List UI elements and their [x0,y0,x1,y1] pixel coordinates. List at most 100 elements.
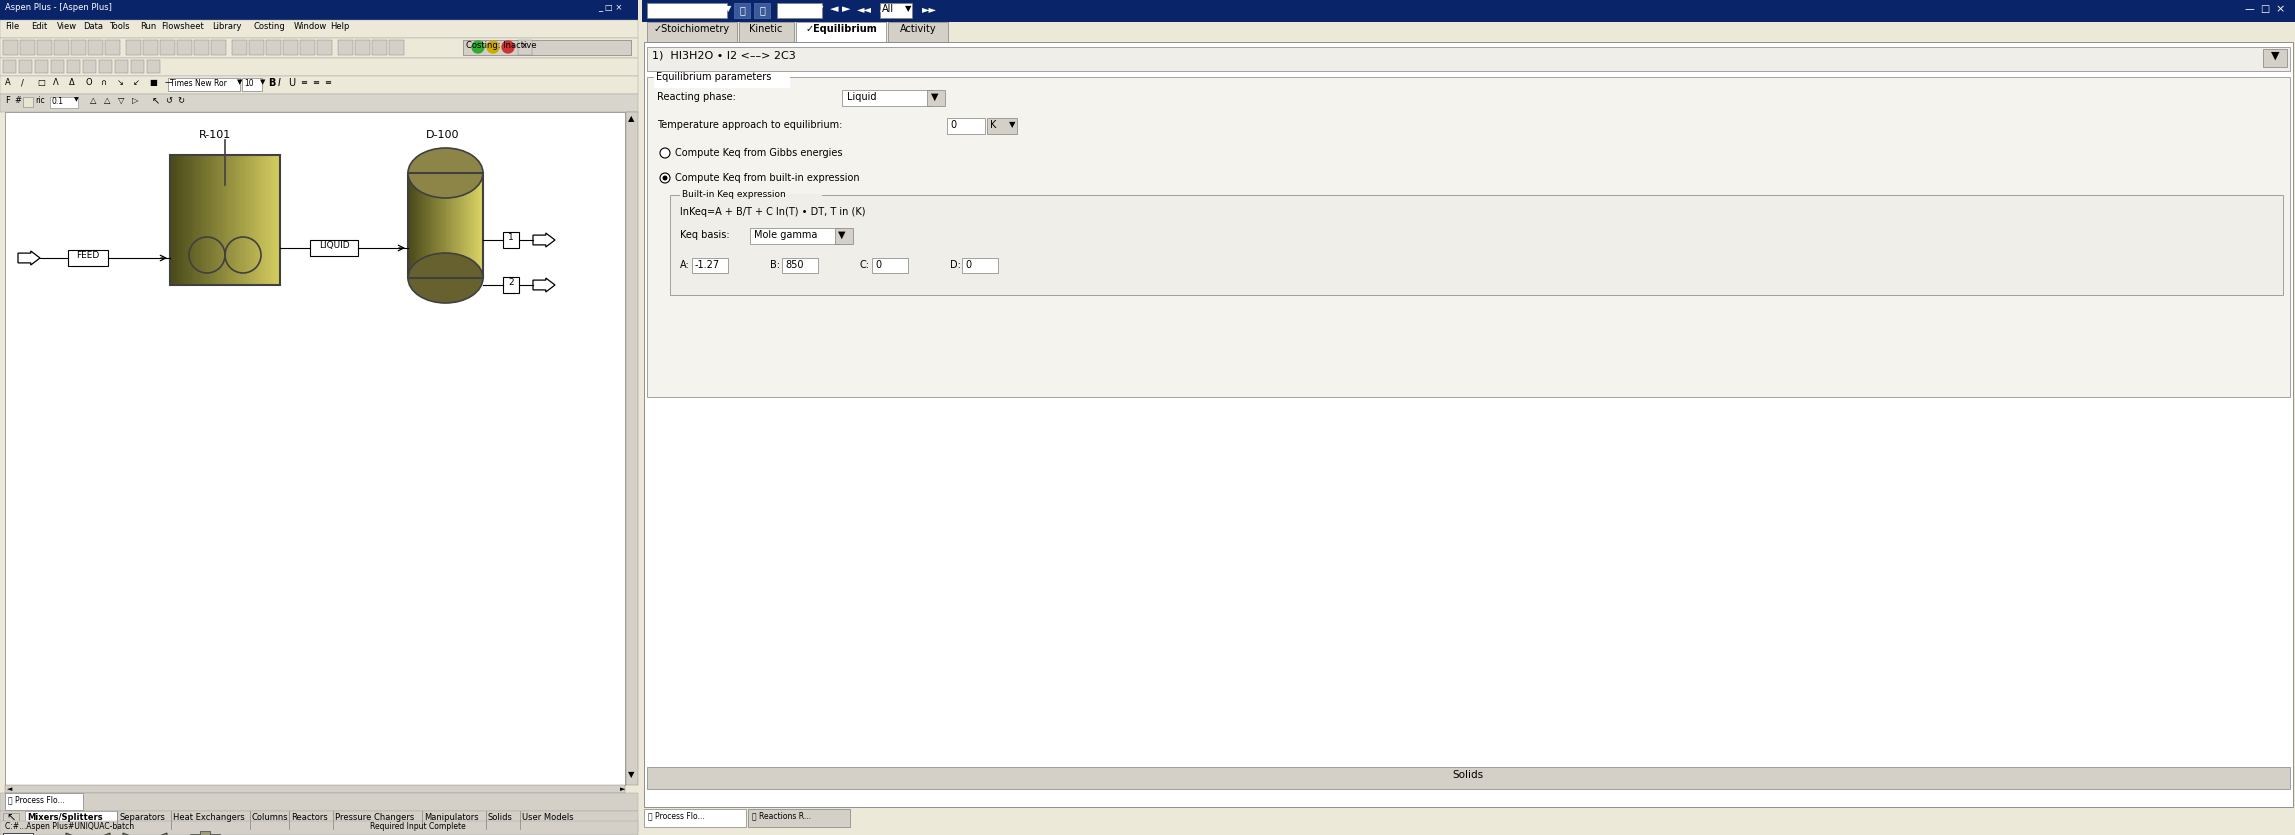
Text: 0: 0 [964,260,971,270]
Text: Costing: Costing [252,22,285,31]
Text: _ □ ×: _ □ × [599,3,622,12]
Text: 1: 1 [507,233,514,242]
Bar [202,155,207,285]
Text: ∩: ∩ [101,78,108,87]
Bar [503,277,519,293]
Text: ▼: ▼ [236,79,243,85]
Bar [464,40,631,55]
Text: Tools: Tools [108,22,129,31]
Text: Activity: Activity [900,24,936,34]
Bar [310,240,358,256]
Bar [213,155,216,285]
Text: 0: 0 [950,120,957,130]
Bar [643,0,2295,835]
Text: ◄◄: ◄◄ [856,4,872,14]
Text: ×: × [521,41,528,50]
Text: Library: Library [211,22,241,31]
Text: Separators: Separators [119,813,165,822]
Bar [796,22,886,42]
Bar [232,155,234,285]
Text: Equilibrium parameters: Equilibrium parameters [656,72,771,82]
Bar [34,60,48,73]
Text: Window: Window [294,22,328,31]
Circle shape [503,41,514,53]
Bar [236,155,239,285]
Text: △: △ [103,96,110,105]
Text: Kinetic: Kinetic [748,24,783,34]
Bar [627,112,638,785]
Bar [388,40,404,55]
Bar [739,22,794,42]
Text: ✓Equilibrium: ✓Equilibrium [806,24,877,34]
Bar [5,785,624,793]
Text: Heat Exchangers: Heat Exchangers [172,813,246,822]
Text: 💾: 💾 [739,5,746,15]
Text: ▼: ▼ [838,230,845,240]
Bar [177,155,179,285]
Text: Edit: Edit [32,22,48,31]
Ellipse shape [409,148,482,198]
Text: □: □ [2261,4,2270,14]
Bar [172,155,174,285]
Bar [2,40,18,55]
Bar [255,155,259,285]
Ellipse shape [409,253,482,303]
Bar [0,831,638,835]
Text: ↙: ↙ [133,78,140,87]
Bar [243,155,246,285]
Text: ↖: ↖ [7,814,16,824]
Bar [948,118,985,134]
Bar [195,40,209,55]
Bar [755,3,771,18]
Bar [241,78,262,91]
Text: ↺: ↺ [165,96,172,105]
Bar [23,97,32,107]
Bar [190,834,220,835]
Bar [207,155,211,285]
Text: ▼: ▼ [725,4,732,13]
Text: ric: ric [34,96,44,105]
Bar [962,258,998,273]
Bar [734,3,750,18]
Text: ◄: ◄ [7,786,11,792]
Text: B: B [269,78,275,88]
Bar [170,155,280,285]
Text: Mole gamma: Mole gamma [755,230,817,240]
Bar [106,40,119,55]
Bar [161,40,174,55]
Bar [643,0,2295,22]
Bar [67,60,80,73]
Text: C:: C: [861,260,870,270]
Bar [5,793,83,810]
Bar [252,155,255,285]
Text: ◄: ◄ [831,4,838,14]
Polygon shape [18,251,39,265]
Bar [0,58,638,76]
Text: B:: B: [771,260,780,270]
Bar [50,60,64,73]
Bar [0,38,638,58]
Bar [409,173,482,278]
Bar [193,155,195,285]
Text: 0.1: 0.1 [53,97,64,106]
Polygon shape [145,833,168,835]
Bar [778,3,822,18]
Text: ▼: ▼ [2270,51,2279,61]
Bar [0,0,638,20]
Text: #: # [14,96,21,105]
Text: ▼: ▼ [73,97,78,102]
Text: /: / [21,78,23,87]
Bar [220,155,223,285]
Bar [71,40,85,55]
Bar [248,155,250,285]
Bar [246,155,248,285]
Text: Required Input Complete: Required Input Complete [369,822,466,831]
Bar [0,0,638,835]
Bar [783,258,817,273]
Bar [200,831,211,835]
Bar [748,809,849,827]
Bar [670,195,2284,295]
Bar [18,60,32,73]
Bar [55,40,69,55]
Bar [842,90,932,106]
